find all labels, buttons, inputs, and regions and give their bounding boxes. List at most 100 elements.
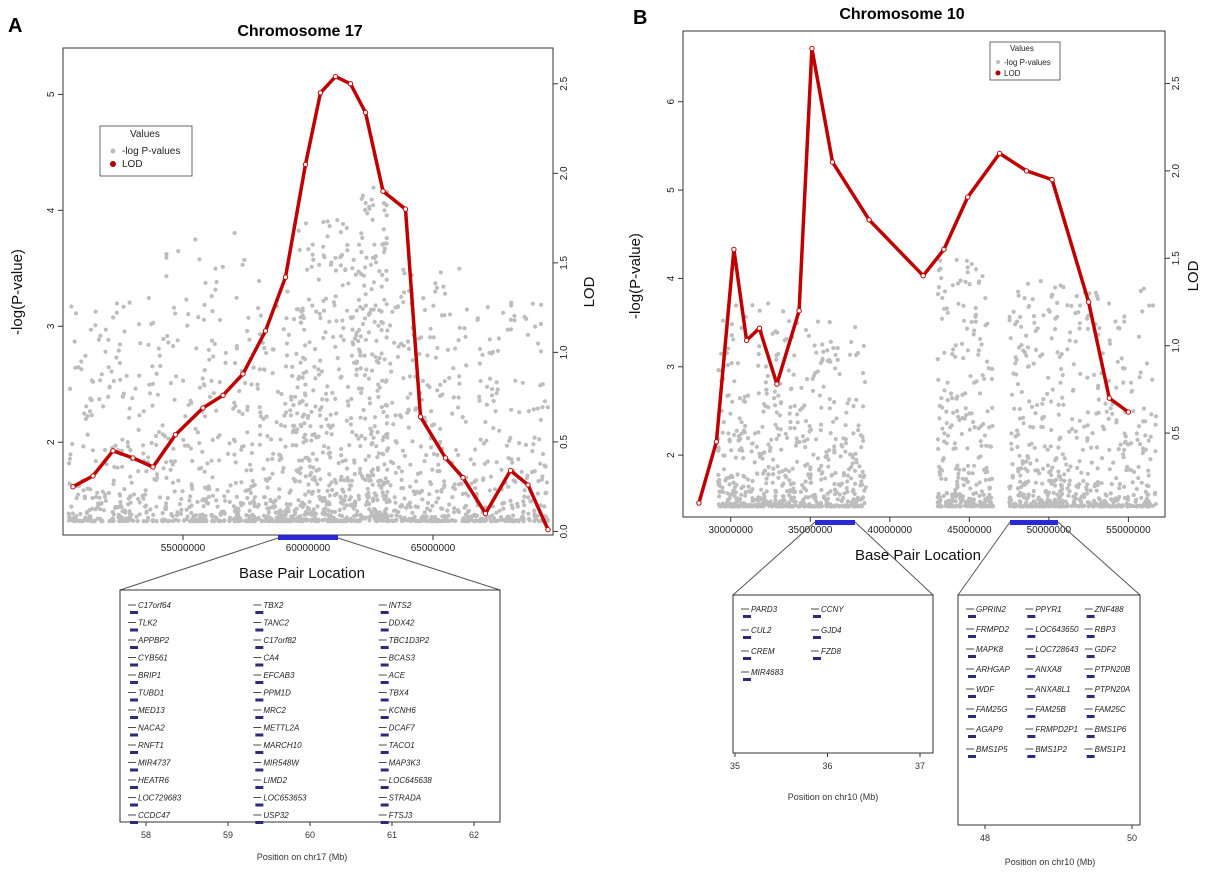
pvalue-point <box>795 459 800 464</box>
pvalue-point <box>532 508 537 513</box>
pvalue-point <box>839 481 845 486</box>
pvalue-point <box>752 460 757 465</box>
pvalue-point <box>491 398 496 404</box>
pvalue-point <box>376 360 381 365</box>
gene-axis-label: 59 <box>223 830 233 840</box>
pvalue-point <box>955 281 961 286</box>
pvalue-point <box>491 426 496 431</box>
pvalue-point <box>965 348 971 353</box>
pvalue-point <box>201 317 206 322</box>
pvalue-point <box>391 422 396 427</box>
pvalue-point <box>851 487 856 492</box>
pvalue-point <box>789 504 794 509</box>
pvalue-point <box>116 348 121 353</box>
pvalue-point <box>258 414 263 419</box>
pvalue-point <box>1125 494 1131 500</box>
pvalue-point <box>806 472 811 477</box>
pvalue-point <box>763 404 768 409</box>
pvalue-point <box>1026 494 1031 499</box>
gene-label: ACE <box>388 671 406 680</box>
pvalue-point <box>1096 397 1101 402</box>
pvalue-point <box>978 336 983 342</box>
lod-point <box>507 467 514 474</box>
pvalue-point <box>844 486 849 491</box>
pvalue-point <box>950 396 955 401</box>
pvalue-point <box>828 431 833 436</box>
gene-exon-block <box>130 751 138 754</box>
pvalue-point <box>759 487 764 492</box>
pvalue-point <box>1007 318 1012 323</box>
pvalue-point <box>182 443 187 448</box>
pvalue-point <box>243 380 248 386</box>
pvalue-point <box>300 414 305 419</box>
pvalue-point <box>154 371 159 376</box>
gene-label: FRMPD2 <box>976 625 1009 634</box>
pvalue-point <box>283 444 288 449</box>
pvalue-point <box>823 497 828 502</box>
pvalue-point <box>410 439 415 444</box>
gene-label: TUBD1 <box>138 689 164 698</box>
pvalue-point <box>354 359 360 364</box>
pvalue-point <box>79 359 84 364</box>
pvalue-point <box>1090 431 1095 436</box>
pvalue-point <box>851 404 856 409</box>
pvalue-point <box>282 413 287 418</box>
gene-label: DDX42 <box>389 619 415 628</box>
pvalue-point <box>1058 435 1063 440</box>
pvalue-point <box>766 442 771 447</box>
panel-b-plot-frame <box>682 30 1166 518</box>
pvalue-point <box>439 506 444 511</box>
pvalue-point <box>190 458 195 464</box>
pvalue-point <box>1152 492 1157 497</box>
pvalue-point <box>481 441 486 446</box>
pvalue-point <box>987 486 992 491</box>
pvalue-point <box>388 483 393 488</box>
gene-exon-block <box>1086 655 1095 658</box>
pvalue-point <box>373 303 378 308</box>
pvalue-point <box>1139 480 1144 485</box>
pvalue-point <box>987 492 992 497</box>
pvalue-point <box>764 489 769 494</box>
gene-exon-block <box>130 768 138 772</box>
pvalue-point <box>358 334 363 339</box>
pvalue-point <box>346 403 351 408</box>
pvalue-point <box>343 494 348 499</box>
pvalue-point <box>428 508 433 513</box>
pvalue-point <box>283 401 288 406</box>
pvalue-point <box>770 331 775 336</box>
pvalue-point <box>508 327 514 332</box>
pvalue-point <box>363 207 368 212</box>
pvalue-point <box>990 423 995 429</box>
pvalue-point <box>1096 496 1101 501</box>
pvalue-point <box>788 489 793 494</box>
pvalue-point <box>390 400 395 405</box>
pvalue-point <box>305 267 310 272</box>
pvalue-point <box>538 383 543 388</box>
pvalue-point <box>363 436 368 441</box>
pvalue-point <box>953 466 959 471</box>
pvalue-point <box>317 262 322 267</box>
legend-pvalue-marker <box>110 148 116 154</box>
pvalue-point <box>236 508 241 513</box>
pvalue-point <box>502 517 507 522</box>
pvalue-point <box>365 486 370 491</box>
pvalue-point <box>837 492 842 497</box>
pvalue-point <box>742 399 748 404</box>
pvalue-point <box>535 513 540 519</box>
pvalue-point <box>774 410 779 415</box>
pvalue-point <box>322 495 327 501</box>
pvalue-point <box>1114 420 1119 425</box>
pvalue-point <box>366 376 371 381</box>
pvalue-point <box>405 339 411 344</box>
pvalue-point <box>317 407 322 412</box>
pvalue-point <box>1057 474 1062 479</box>
pvalue-point <box>216 519 221 524</box>
gene-exon-block <box>743 615 751 618</box>
pvalue-point <box>1045 391 1050 396</box>
pvalue-point <box>242 257 247 262</box>
pvalue-point <box>845 479 850 484</box>
pvalue-point <box>1118 442 1123 447</box>
lod-point <box>332 73 339 80</box>
lod-point <box>200 405 206 411</box>
pvalue-point <box>1077 321 1082 326</box>
